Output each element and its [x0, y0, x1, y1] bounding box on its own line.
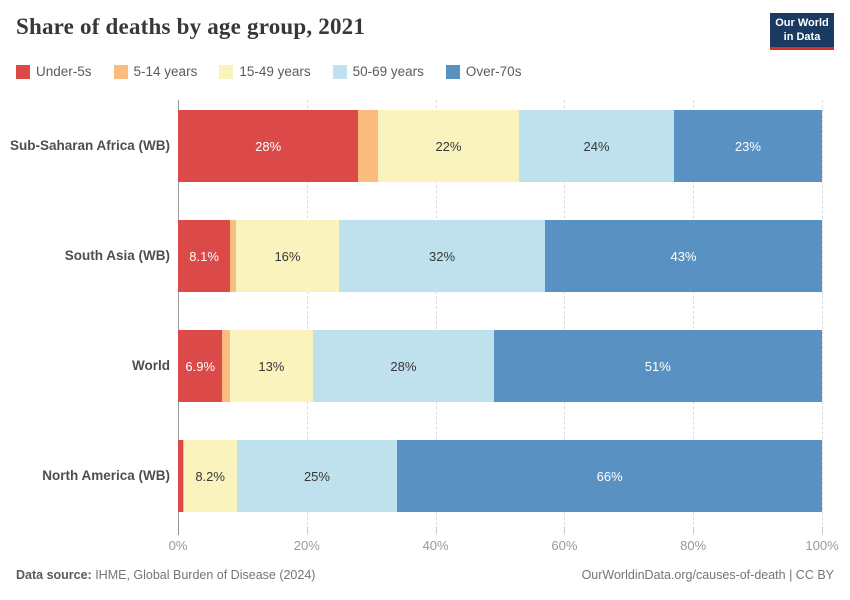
bar-segment-over-70s[interactable]: 66% — [397, 440, 822, 512]
bar-segment-over-70s[interactable]: 23% — [673, 110, 822, 182]
bar-value-label: 32% — [428, 248, 456, 264]
bar-segment-50-69-years[interactable]: 28% — [313, 330, 494, 402]
legend: Under-5s 5-14 years 15-49 years 50-69 years… — [16, 64, 521, 79]
bar-row: 8.2% 25% 66% — [178, 440, 822, 512]
bar-row: 8.1% 16% 32% 43% — [178, 220, 822, 292]
bar-row: 28% 22% 24% 23% — [178, 110, 822, 182]
legend-item-under-5s[interactable]: Under-5s — [16, 64, 92, 79]
legend-item-15-49-years[interactable]: 15-49 years — [219, 64, 311, 79]
gridline — [693, 100, 695, 535]
bar-value-label: 22% — [435, 138, 462, 154]
category-label-world[interactable]: World — [132, 358, 170, 373]
gridline — [435, 100, 437, 535]
bar-value-label: 28% — [255, 138, 282, 154]
x-axis-tick-mark — [178, 525, 179, 535]
data-source-text: IHME, Global Burden of Disease (2024) — [91, 568, 316, 582]
bar-segment-under-5s[interactable]: 28% — [178, 110, 359, 182]
x-axis-tick-label: 40% — [422, 538, 449, 553]
y-axis-line — [178, 100, 179, 535]
bar-value-label: 66% — [596, 468, 623, 484]
bar-segment-5-14-years[interactable] — [230, 220, 236, 292]
legend-label: 50-69 years — [352, 64, 424, 79]
attribution-link[interactable]: OurWorldinData.org/causes-of-death | CC … — [581, 568, 834, 582]
gridline — [564, 100, 566, 535]
bar-value-label: 25% — [303, 468, 330, 484]
legend-label: Under-5s — [36, 64, 92, 79]
legend-item-over-70s[interactable]: Over-70s — [445, 64, 522, 79]
x-axis-tick-mark — [306, 527, 308, 533]
bar-segment-15-49-years[interactable]: 22% — [377, 110, 520, 182]
legend-item-50-69-years[interactable]: 50-69 years — [332, 64, 424, 79]
x-axis-tick-label: 60% — [551, 538, 578, 553]
bar-segment-over-70s[interactable]: 51% — [493, 330, 822, 402]
bar-segment-under-5s[interactable]: 8.1% — [178, 220, 231, 292]
x-axis-tick-mark — [822, 527, 823, 533]
legend-label: 15-49 years — [239, 64, 311, 79]
bar-value-label: 8.2% — [195, 468, 225, 484]
bar-segment-50-69-years[interactable]: 25% — [236, 440, 398, 512]
bar-value-label: 24% — [583, 138, 610, 154]
bar-value-label: 16% — [274, 248, 301, 264]
legend-item-5-14-years[interactable]: 5-14 years — [113, 64, 198, 79]
owid-logo-line1: Our World — [775, 17, 829, 29]
bar-segment-50-69-years[interactable]: 32% — [338, 220, 546, 292]
bar-segment-under-5s[interactable]: 6.9% — [178, 330, 223, 402]
bar-segment-15-49-years[interactable]: 8.2% — [183, 440, 237, 512]
bar-value-label: 28% — [390, 358, 417, 374]
bar-value-label: 23% — [734, 138, 761, 154]
bar-value-label: 13% — [258, 358, 285, 374]
gridline — [306, 100, 308, 535]
bar-value-label: 8.1% — [189, 248, 219, 264]
owid-logo[interactable]: Our World in Data — [770, 13, 834, 50]
bar-segment-5-14-years[interactable] — [222, 330, 230, 402]
category-label-south-asia-wb-[interactable]: South Asia (WB) — [64, 248, 170, 263]
bar-segment-under-5s[interactable] — [178, 440, 184, 512]
category-label-north-america-wb-[interactable]: North America (WB) — [42, 468, 170, 483]
owid-logo-line2: in Data — [783, 31, 821, 43]
bar-segment-5-14-years[interactable] — [183, 440, 184, 512]
legend-swatch-icon — [113, 64, 128, 79]
footer: Data source: IHME, Global Burden of Dise… — [16, 568, 834, 582]
x-axis-tick-label: 0% — [168, 538, 188, 553]
x-axis-tick-mark — [435, 527, 437, 533]
legend-swatch-icon — [445, 64, 460, 79]
x-axis-tick-label: 80% — [680, 538, 707, 553]
data-source-label: Data source: — [16, 568, 92, 582]
bar-segment-50-69-years[interactable]: 24% — [519, 110, 674, 182]
bar-segment-over-70s[interactable]: 43% — [545, 220, 822, 292]
x-axis-tick-mark — [693, 527, 695, 533]
category-label-sub-saharan-africa-wb-[interactable]: Sub-Saharan Africa (WB) — [9, 138, 170, 153]
x-axis-tick-label: 100% — [805, 538, 839, 553]
legend-label: Over-70s — [465, 64, 522, 79]
gridline — [822, 100, 823, 535]
bar-segment-15-49-years[interactable]: 13% — [229, 330, 314, 402]
x-axis-tick-mark — [564, 527, 566, 533]
legend-swatch-icon — [16, 64, 30, 79]
legend-label: 5-14 years — [133, 64, 198, 79]
legend-swatch-icon — [332, 64, 347, 79]
chart-title: Share of deaths by age group, 2021 — [16, 14, 366, 39]
bar-value-label: 6.9% — [185, 358, 216, 374]
bar-segment-5-14-years[interactable] — [358, 110, 378, 182]
bar-value-label: 51% — [644, 358, 671, 374]
x-axis-tick-label: 20% — [293, 538, 320, 553]
bar-value-label: 43% — [670, 248, 697, 264]
bar-row: 6.9% 13% 28% 51% — [178, 330, 822, 402]
legend-swatch-icon — [219, 64, 234, 79]
data-source-note: Data source: IHME, Global Burden of Dise… — [16, 568, 315, 582]
bar-segment-15-49-years[interactable]: 16% — [235, 220, 339, 292]
